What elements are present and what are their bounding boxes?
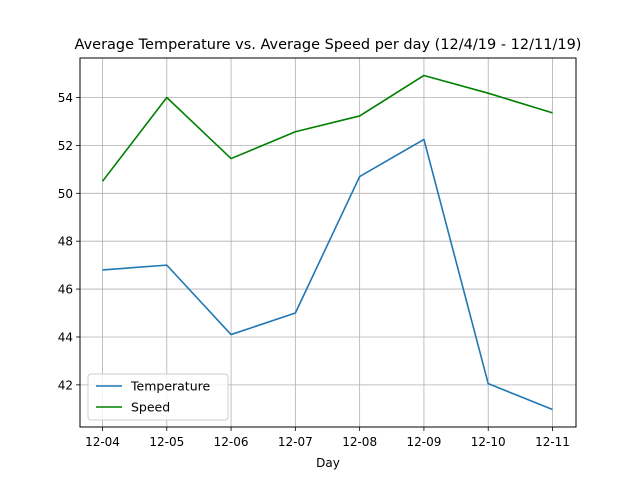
x-axis-ticks: 12-04 12-05 12-06 12-07 12-08 12-09 12-10 12-11 (85, 427, 570, 449)
y-axis-ticks: 42 44 46 48 50 52 54 (58, 91, 80, 392)
x-tick-label: 12-08 (342, 435, 377, 449)
series-line-speed (101, 74, 553, 182)
x-tick-label: 12-09 (406, 435, 441, 449)
y-tick-label: 52 (58, 139, 73, 153)
series-line-temperature (102, 138, 553, 411)
legend-label-speed: Speed (131, 400, 170, 415)
legend-label-temperature: Temperature (130, 379, 210, 394)
x-tick-label: 12-04 (85, 435, 120, 449)
legend: Temperature Speed (87, 373, 229, 421)
plot-area-frame (79, 57, 577, 428)
grid (80, 58, 576, 427)
y-tick-label: 50 (58, 187, 73, 201)
x-tick-label: 12-05 (149, 435, 184, 449)
y-tick-label: 54 (58, 91, 73, 105)
x-tick-label: 12-07 (278, 435, 313, 449)
chart-title: Average Temperature vs. Average Speed pe… (75, 37, 582, 53)
series-lines (101, 74, 553, 411)
x-tick-label: 12-06 (214, 435, 249, 449)
y-tick-label: 48 (58, 235, 73, 249)
y-tick-label: 42 (58, 378, 73, 392)
x-axis-label: Day (316, 456, 340, 470)
y-tick-label: 46 (58, 283, 73, 297)
x-tick-label: 12-11 (535, 435, 570, 449)
x-tick-label: 12-10 (471, 435, 506, 449)
legend-box (87, 373, 229, 421)
y-tick-label: 44 (58, 330, 73, 344)
